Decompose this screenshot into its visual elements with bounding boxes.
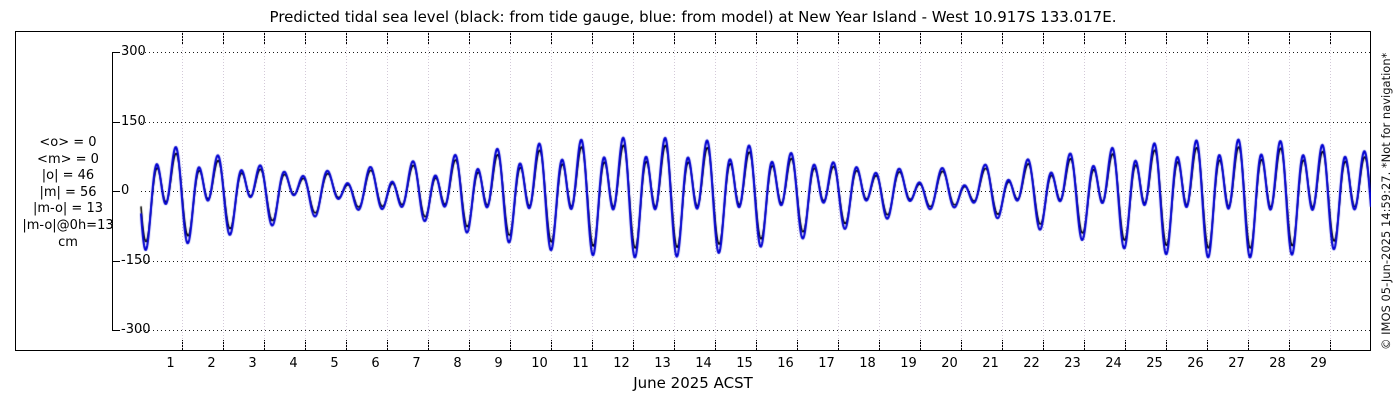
day-tick-label: 6 [371, 356, 380, 371]
day-tick-label: 17 [818, 356, 835, 371]
day-tick-label: 22 [1023, 356, 1040, 371]
day-tick-label: 28 [1269, 356, 1286, 371]
x-axis-title: June 2025 ACST [633, 374, 753, 392]
day-tick-label: 9 [494, 356, 503, 371]
day-tick-label: 11 [572, 356, 589, 371]
day-tick-label: 1 [166, 356, 175, 371]
day-tick-label: 10 [531, 356, 548, 371]
day-tick-label: 25 [1146, 356, 1163, 371]
day-tick-label: 8 [453, 356, 462, 371]
day-tick-label: 16 [777, 356, 794, 371]
day-tick-label: 29 [1310, 356, 1327, 371]
chart-title: Predicted tidal sea level (black: from t… [269, 8, 1117, 26]
day-tick-label: 5 [330, 356, 339, 371]
day-tick-label: 21 [982, 356, 999, 371]
day-tick-label: 4 [289, 356, 298, 371]
day-tick-label: 7 [412, 356, 421, 371]
day-tick-label: 12 [613, 356, 630, 371]
day-tick-label: 2 [207, 356, 216, 371]
day-tick-label: 18 [859, 356, 876, 371]
tide-curves-canvas [15, 31, 1371, 351]
day-tick-label: 15 [736, 356, 753, 371]
day-tick-label: 20 [941, 356, 958, 371]
watermark-text: © IMOS 05-Jun-2025 14:59:27. *Not for na… [1379, 52, 1393, 350]
day-tick-label: 19 [900, 356, 917, 371]
day-tick-label: 14 [695, 356, 712, 371]
day-tick-label: 23 [1064, 356, 1081, 371]
day-tick-label: 26 [1187, 356, 1204, 371]
day-tick-label: 27 [1228, 356, 1245, 371]
day-tick-label: 3 [248, 356, 257, 371]
day-tick-label: 13 [654, 356, 671, 371]
day-tick-label: 24 [1105, 356, 1122, 371]
